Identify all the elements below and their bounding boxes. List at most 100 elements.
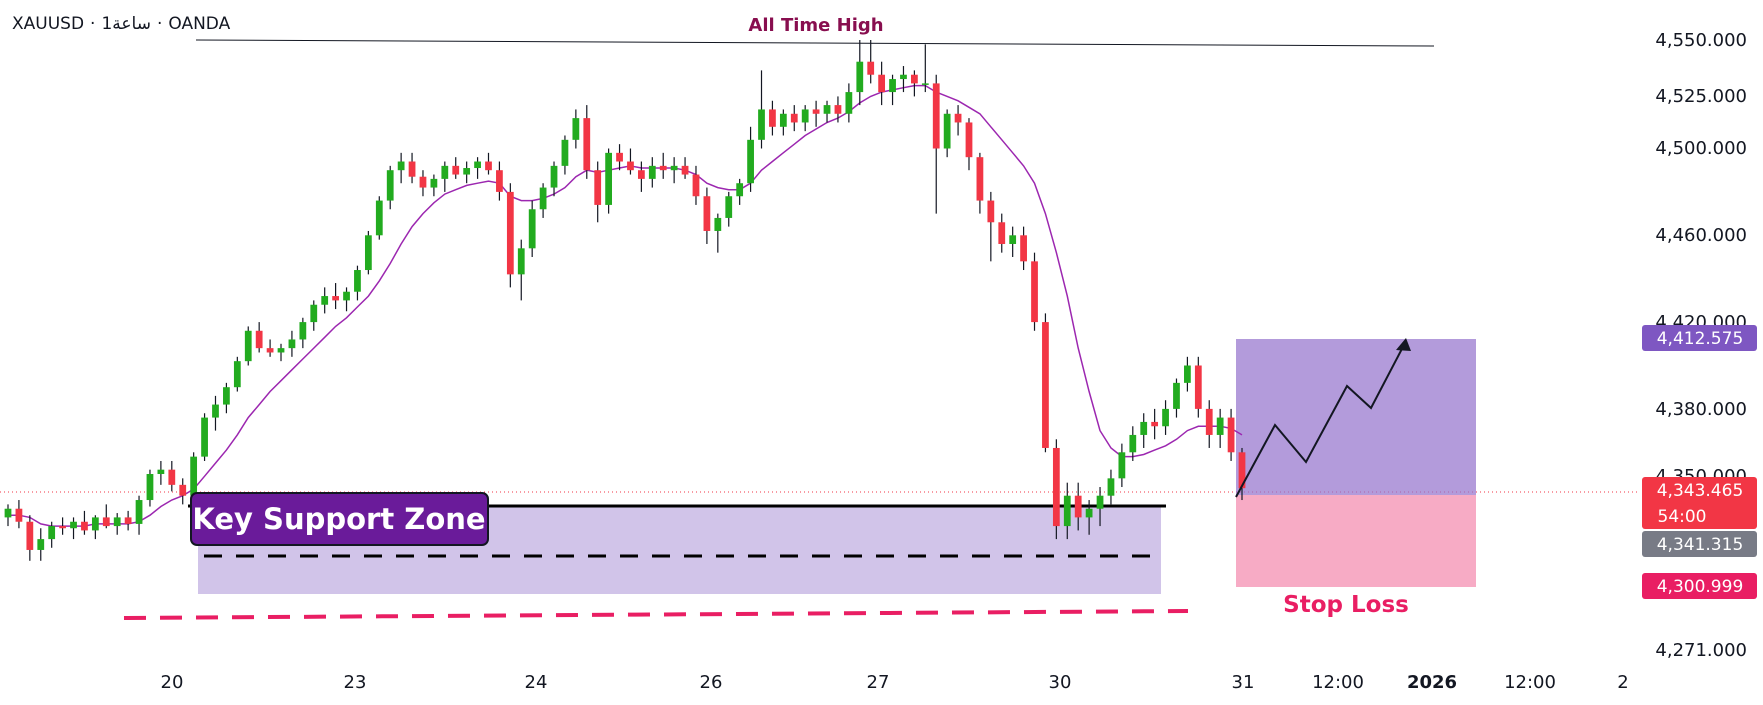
candle <box>550 161 558 197</box>
price-badge: 4,341.315 <box>1642 531 1757 557</box>
price-badge-value: 4,412.575 <box>1657 329 1744 349</box>
candle <box>397 152 405 184</box>
candle <box>4 504 12 527</box>
candle <box>48 521 56 548</box>
candle <box>648 157 656 188</box>
symbol-sep-2: · <box>156 14 163 34</box>
price-badge-value: 4,343.465 <box>1657 481 1744 501</box>
target-zone-box[interactable] <box>1236 339 1476 495</box>
y-tick-label: 4,271.000 <box>1655 640 1747 661</box>
price-badge-countdown: 54:00 <box>1658 507 1707 527</box>
lower-dashed-line[interactable] <box>123 609 1189 620</box>
candle <box>255 322 263 353</box>
y-tick-label: 4,500.000 <box>1655 138 1747 159</box>
candle <box>670 157 678 184</box>
candle <box>1162 400 1169 435</box>
x-tick-label: 31 <box>1232 672 1255 693</box>
candle <box>943 109 951 158</box>
candle <box>135 495 143 535</box>
candle <box>878 61 886 106</box>
candle <box>681 157 689 179</box>
stop-zone-box[interactable] <box>1236 495 1476 587</box>
support-zone-label-box[interactable] <box>190 492 489 546</box>
x-tick-label: 24 <box>525 672 548 693</box>
candle <box>1031 252 1038 331</box>
price-badge-value: 4,341.315 <box>1657 535 1744 555</box>
candle <box>779 109 787 136</box>
candle <box>539 183 547 218</box>
candle <box>605 148 613 214</box>
candle <box>867 40 875 84</box>
candle <box>725 191 733 227</box>
symbol-header[interactable]: XAUUSD · 1ساعة · OANDA <box>12 14 236 34</box>
candle <box>1063 482 1071 540</box>
candle <box>496 161 503 201</box>
candle <box>386 165 394 210</box>
candle <box>987 191 995 262</box>
candle <box>528 200 536 257</box>
candle <box>594 161 602 223</box>
candle <box>113 513 121 535</box>
price-badge: 4,300.999 <box>1642 573 1757 599</box>
candle <box>703 187 711 244</box>
candle <box>15 500 23 529</box>
y-tick-label: 4,380.000 <box>1655 399 1747 420</box>
candle <box>900 66 907 93</box>
x-axis: 20 23 24 26 27 30 31 12:00 2026 12:00 2 <box>161 672 1629 693</box>
x-tick-label: 2 <box>1617 672 1628 693</box>
candle <box>474 157 481 179</box>
candle <box>747 126 754 192</box>
candle <box>889 74 896 106</box>
moving-average-layer <box>8 84 1243 527</box>
candle <box>364 230 372 275</box>
symbol-broker: OANDA <box>168 14 231 34</box>
candle <box>769 100 776 136</box>
candle <box>1227 408 1235 461</box>
x-tick-label: 20 <box>161 672 184 693</box>
candle <box>354 265 361 301</box>
all-time-high-line[interactable] <box>195 39 1435 47</box>
candle <box>1118 443 1126 488</box>
candle <box>1205 400 1213 448</box>
candle <box>801 105 809 132</box>
candle <box>201 413 208 461</box>
x-tick-label: 27 <box>867 672 890 693</box>
candle <box>146 469 154 507</box>
candle <box>692 165 700 205</box>
y-axis: 4,550.0004,525.0004,500.0004,460.0004,42… <box>1655 30 1747 661</box>
candle <box>1096 487 1104 527</box>
candle <box>212 395 219 431</box>
candle <box>59 517 66 535</box>
candle <box>441 161 449 192</box>
candle <box>954 105 962 136</box>
candle <box>1085 500 1093 535</box>
support-zone-label: Key Support Zone <box>192 502 485 536</box>
candle <box>616 144 623 171</box>
candle <box>485 152 492 175</box>
x-tick-label: 23 <box>344 672 367 693</box>
candle <box>244 326 252 366</box>
projection-arrow-head <box>1396 338 1411 351</box>
projection-path[interactable] <box>1235 342 1406 498</box>
price-badge: 4,412.575 <box>1642 325 1757 351</box>
candle <box>310 300 318 331</box>
candle <box>834 96 842 123</box>
candle <box>583 105 591 179</box>
candle <box>1020 226 1027 271</box>
candle <box>233 356 241 392</box>
candle <box>572 109 580 149</box>
candle <box>1074 482 1082 531</box>
candle <box>168 460 176 492</box>
candle <box>190 452 198 501</box>
candle <box>1009 226 1017 257</box>
candle <box>81 510 88 535</box>
candle <box>299 317 307 349</box>
x-tick-label: 2026 <box>1407 672 1457 693</box>
candle <box>223 382 230 414</box>
candle <box>1107 469 1115 505</box>
candle <box>375 196 383 240</box>
candle <box>790 105 798 132</box>
candle <box>1042 313 1049 453</box>
